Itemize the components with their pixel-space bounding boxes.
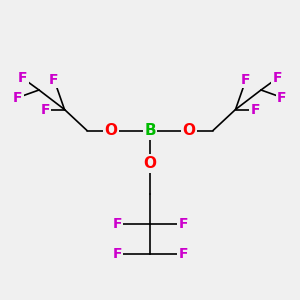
Text: O: O [104,123,118,138]
Text: F: F [18,71,27,85]
Text: O: O [143,156,157,171]
Text: F: F [40,103,50,116]
Text: F: F [49,73,59,86]
Text: F: F [277,91,287,104]
Text: F: F [112,247,122,260]
Text: F: F [178,247,188,260]
Text: B: B [144,123,156,138]
Text: F: F [273,71,282,85]
Text: F: F [241,73,251,86]
Text: F: F [250,103,260,116]
Text: O: O [182,123,196,138]
Text: F: F [112,217,122,230]
Text: F: F [13,91,23,104]
Text: F: F [178,217,188,230]
